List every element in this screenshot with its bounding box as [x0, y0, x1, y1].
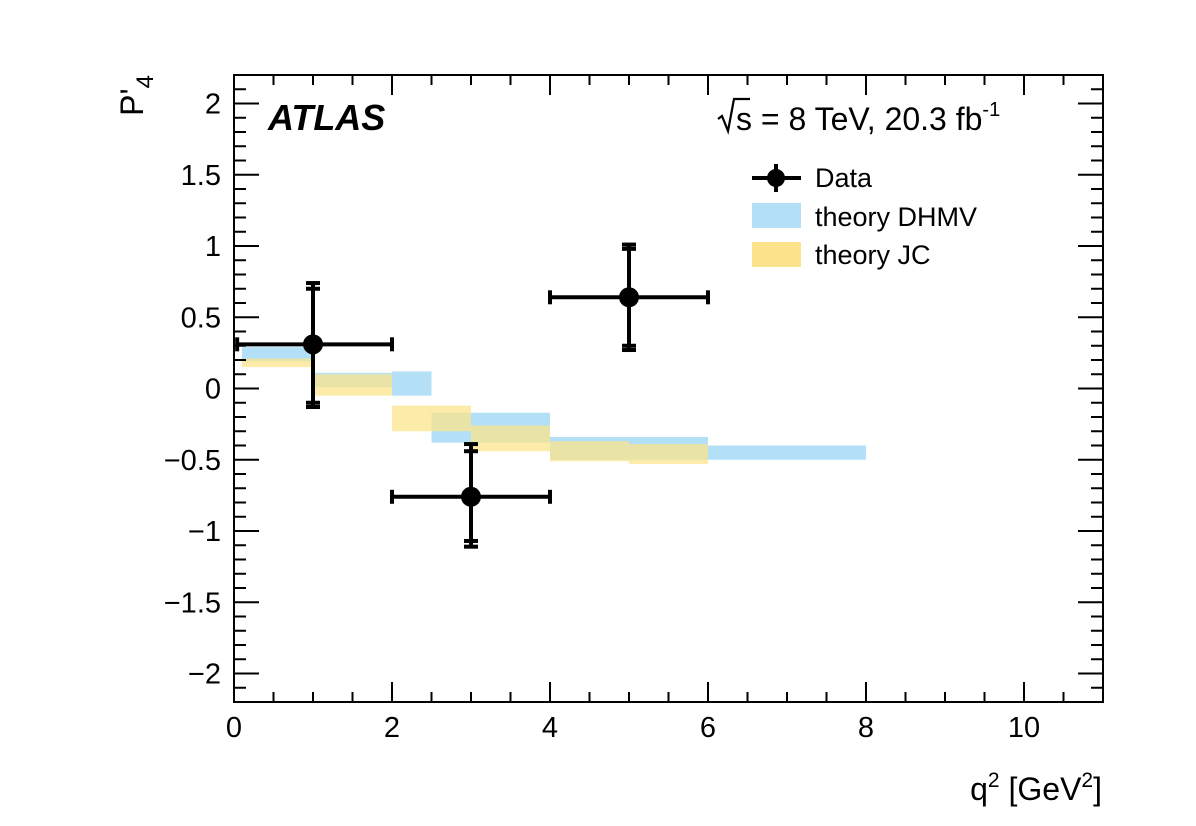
plot-frame: 0 2 4 6 8 10 −2 −1.5 −1 −0.5 0 0.5 1 1.5 2 [164, 74, 1104, 744]
sqrt-symbol [717, 97, 750, 135]
dhmv-band-2 [392, 371, 432, 396]
y-tick-label-8: 2 [205, 89, 221, 121]
x-tick-label-4: 4 [542, 712, 558, 744]
jc-band-5 [629, 444, 708, 465]
jc-band-0 [241, 358, 313, 368]
theory-bands [241, 347, 866, 465]
y-tick-label-5: 0.5 [181, 302, 221, 334]
legend-data-marker [767, 169, 785, 187]
x-axis-title: q2 [GeV2] [970, 769, 1102, 807]
jc-band-2 [392, 405, 471, 432]
energy-label: s = 8 TeV, 20.3 fb-1 [717, 97, 1000, 137]
jc-band-1 [313, 374, 392, 396]
x-tick-label-6: 6 [700, 712, 716, 744]
y-tick-label-0: −2 [188, 659, 221, 691]
y-tick-label-2: −1 [188, 516, 221, 548]
y-tick-label-6: 1 [205, 231, 221, 263]
data-point-0 [235, 281, 394, 410]
y-tick-label-4: 0 [205, 374, 221, 406]
data-point-1 [390, 442, 552, 549]
legend: Data theory DHMV theory JC [752, 163, 977, 270]
legend-swatch-jc [752, 242, 801, 267]
data-points [235, 242, 710, 549]
svg-text:s = 8 TeV, 20.3 fb-1: s = 8 TeV, 20.3 fb-1 [736, 99, 1000, 137]
x-tick-label-0: 0 [226, 712, 242, 744]
jc-band-4 [550, 441, 629, 462]
energy-superscript: -1 [982, 99, 1000, 121]
x-tick-label-10: 10 [1008, 712, 1040, 744]
y-axis-title: P'4 [114, 75, 159, 116]
x-tick-label-2: 2 [384, 712, 400, 744]
data-point-2 [548, 242, 710, 353]
y-tick-label-7: 1.5 [181, 160, 221, 192]
annotations: ATLAS s = 8 TeV, 20.3 fb-1 Data theory D… [114, 75, 1102, 807]
data-marker-0 [303, 334, 323, 355]
data-marker-1 [461, 486, 481, 507]
data-marker-2 [619, 287, 639, 308]
experiment-label: ATLAS [267, 97, 385, 138]
legend-label-dhmv: theory DHMV [815, 202, 977, 232]
legend-label-data: Data [815, 163, 873, 193]
jc-band-3 [471, 425, 550, 452]
y-tick-label-1: −1.5 [164, 587, 221, 619]
y-tick-label-3: −0.5 [164, 445, 221, 477]
legend-swatch-dhmv [752, 203, 801, 228]
x-tick-label-8: 8 [858, 712, 874, 744]
dhmv-band-0 [241, 347, 313, 362]
legend-label-jc: theory JC [815, 240, 931, 270]
energy-text: s = 8 TeV, 20.3 fb [736, 101, 982, 137]
dhmv-band-5 [708, 445, 866, 460]
